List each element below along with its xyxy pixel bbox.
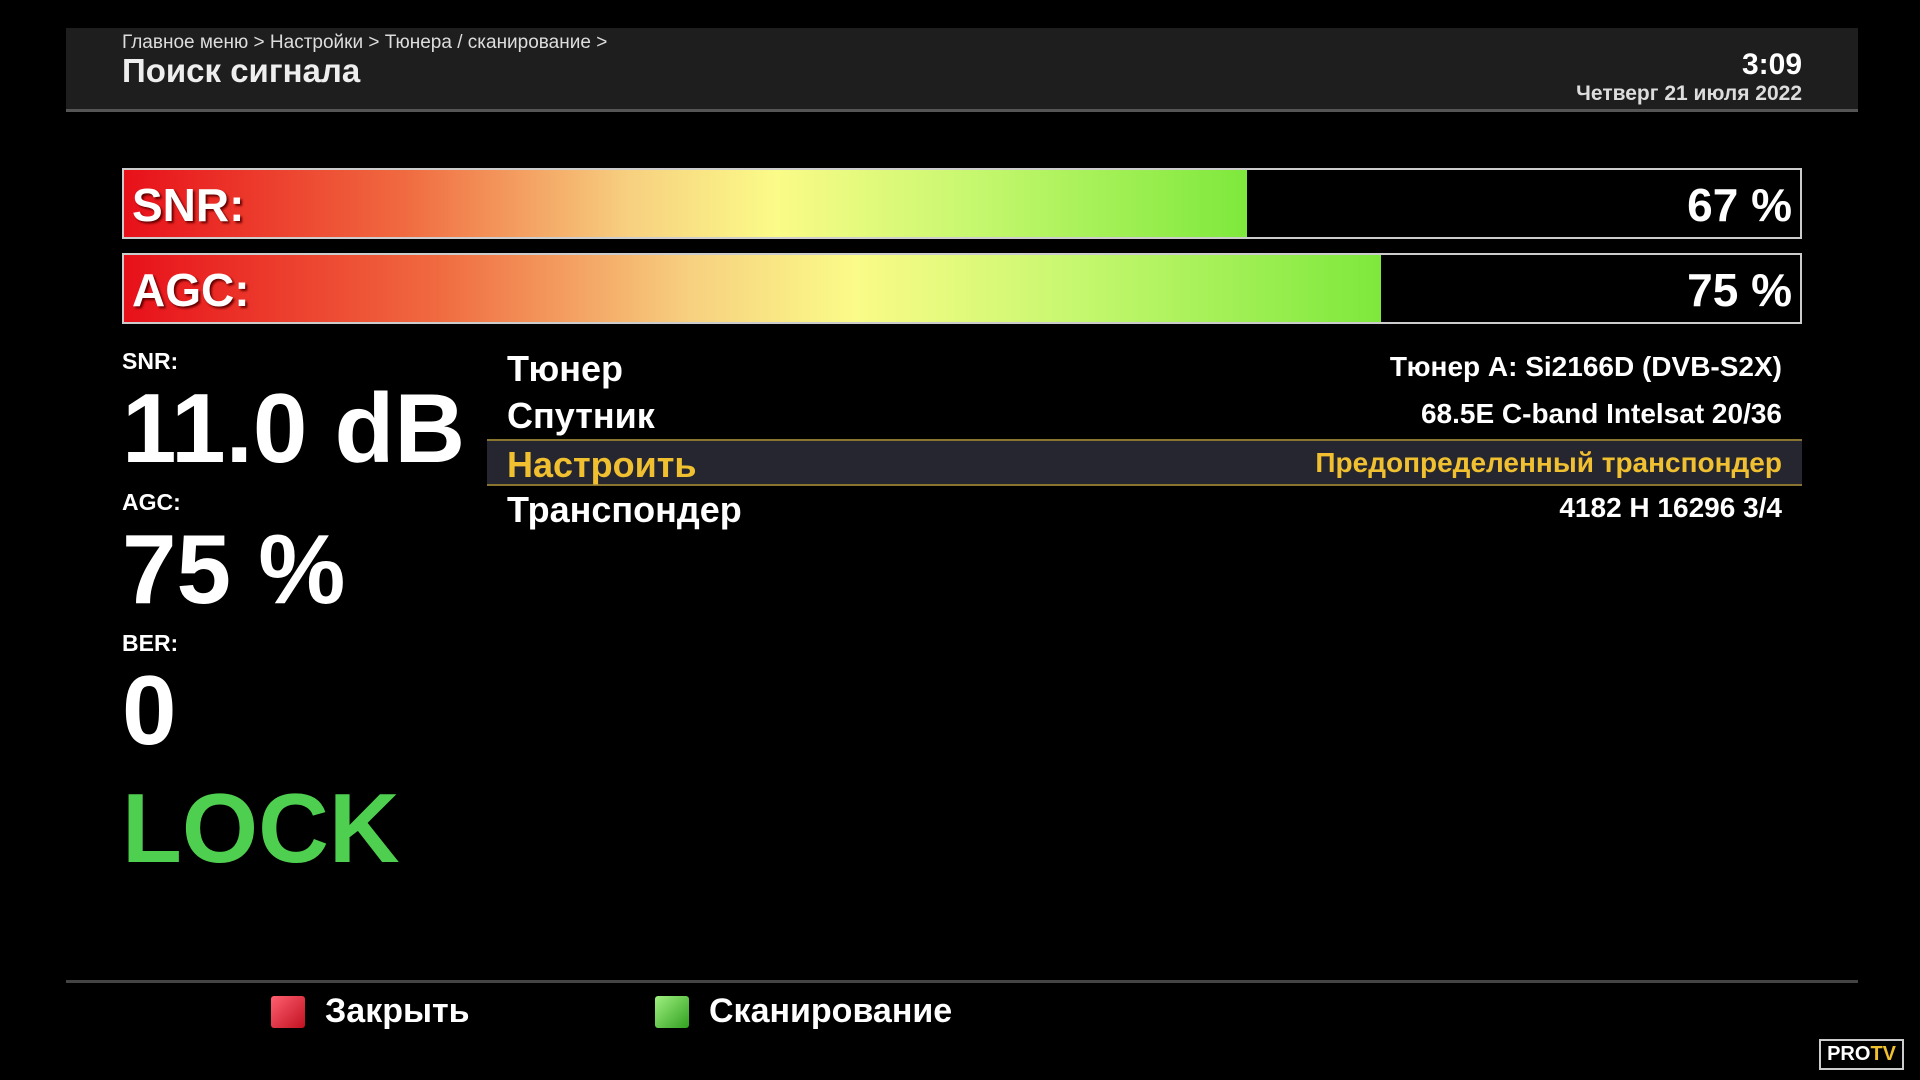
agc-bar: AGC: 75 % <box>122 253 1802 324</box>
clock-date: Четверг 21 июля 2022 <box>1576 82 1802 105</box>
snr-bar-label: SNR: <box>132 179 245 231</box>
close-label: Закрыть <box>325 992 470 1030</box>
tuner-info-table: Тюнер Тюнер A: Si2166D (DVB-S2X) Спутник 6… <box>487 345 1802 533</box>
snr-label: SNR: <box>122 348 179 374</box>
row-value: 4182 H 16296 3/4 <box>1559 492 1782 523</box>
snr-bar-fill <box>124 170 1247 237</box>
row-key: Тюнер <box>507 348 624 389</box>
protv-logo: PROTV <box>1819 1039 1904 1070</box>
footer-divider <box>66 980 1858 983</box>
row-configure[interactable]: Настроить Предопределенный транспондер <box>487 439 1802 486</box>
row-key: Настроить <box>507 444 697 485</box>
agc-label: AGC: <box>122 489 181 515</box>
agc-bar-percent: 75 % <box>1687 264 1792 316</box>
close-button[interactable]: Закрыть <box>271 992 470 1031</box>
breadcrumb: Главное меню > Настройки > Тюнера / скан… <box>122 32 608 53</box>
agc-value: 75 % <box>122 514 346 624</box>
ber-value: 0 <box>122 655 177 765</box>
row-value: Предопределенный транспондер <box>1315 447 1782 478</box>
ber-label: BER: <box>122 630 179 656</box>
lock-status: LOCK <box>122 773 400 883</box>
row-transponder[interactable]: Транспондер 4182 H 16296 3/4 <box>487 486 1802 533</box>
clock-time: 3:09 <box>1741 48 1802 81</box>
row-value: Тюнер A: Si2166D (DVB-S2X) <box>1389 351 1782 382</box>
agc-bar-fill <box>124 255 1381 322</box>
snr-bar-percent: 67 % <box>1687 179 1792 231</box>
scan-label: Сканирование <box>709 992 953 1030</box>
red-key-icon <box>271 995 305 1028</box>
agc-bar-label: AGC: <box>132 264 250 316</box>
row-key: Спутник <box>507 395 655 436</box>
snr-value: 11.0 dB <box>122 373 466 483</box>
scan-button[interactable]: Сканирование <box>655 992 952 1031</box>
row-key: Транспондер <box>507 489 742 530</box>
row-satellite[interactable]: Спутник 68.5E C-band Intelsat 20/36 <box>487 392 1802 439</box>
page-title: Поиск сигнала <box>122 52 361 89</box>
row-tuner[interactable]: Тюнер Тюнер A: Si2166D (DVB-S2X) <box>487 345 1802 392</box>
row-value: 68.5E C-band Intelsat 20/36 <box>1420 398 1782 429</box>
header: Главное меню > Настройки > Тюнера / скан… <box>66 28 1858 112</box>
green-key-icon <box>655 995 689 1028</box>
snr-bar: SNR: 67 % <box>122 168 1802 239</box>
